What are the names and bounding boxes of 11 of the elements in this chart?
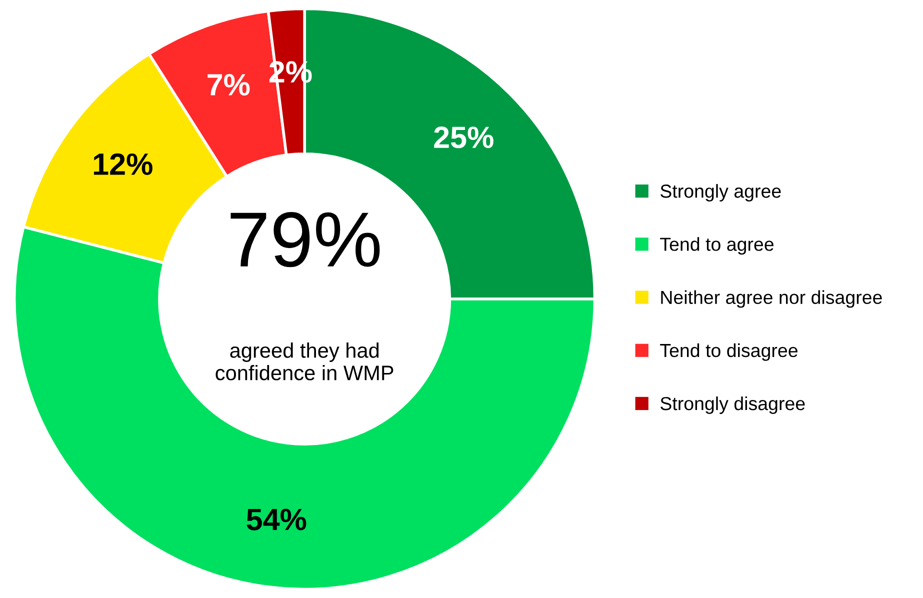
text: agreed they had confidence in WMP <box>216 342 394 380</box>
text: 79% <box>230 212 380 268</box>
data-label: 12% <box>94 153 152 175</box>
legend-label: Strongly agree <box>660 184 781 202</box>
data-label: 7% <box>208 74 250 96</box>
legend-label: Tend to disagree <box>660 343 798 361</box>
legend-label: Neither agree nor disagree <box>661 290 882 308</box>
data-label: 54% <box>246 508 306 530</box>
legend-label: Tend to agree <box>660 237 774 255</box>
legend-label: Strongly disagree <box>660 396 805 414</box>
data-label: 25% <box>434 126 494 148</box>
